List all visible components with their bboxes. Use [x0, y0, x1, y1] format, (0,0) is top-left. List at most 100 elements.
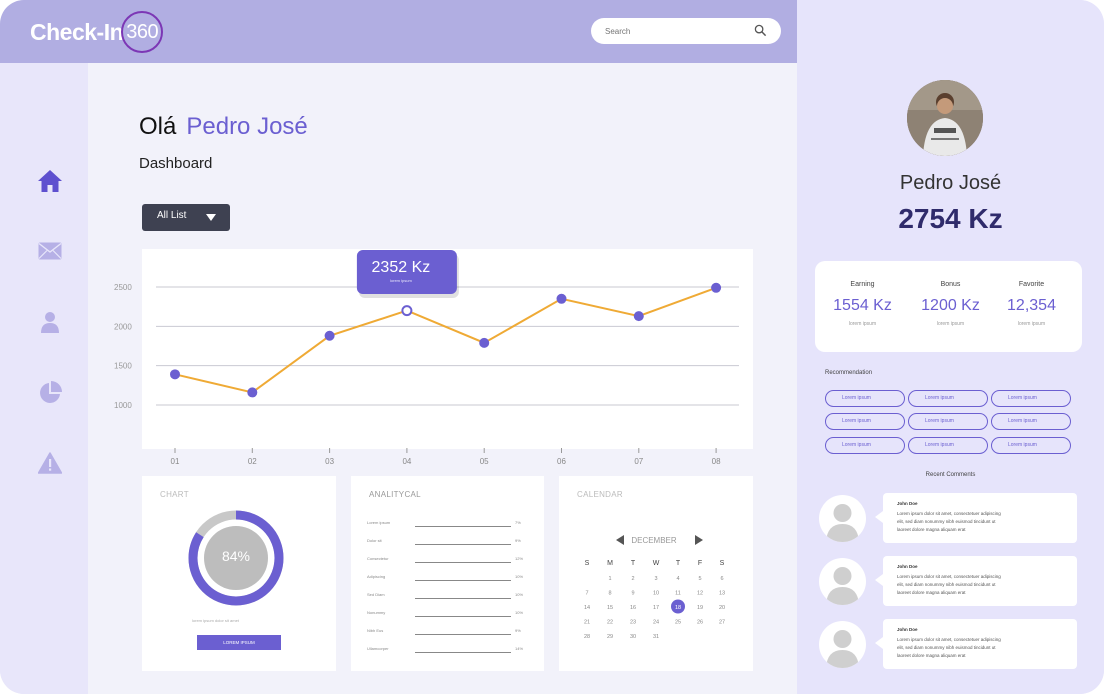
stats-card: Earning 1554 Kz lorem ipsum Bonus 1200 K… [815, 261, 1082, 352]
calendar-day[interactable]: 31 [653, 634, 659, 640]
recommendation-pill[interactable]: Lorem ipsum [825, 437, 905, 454]
chart-card: CHART 84% lorem ipsum dolor sit amet LOR… [142, 476, 336, 671]
chart-card-button[interactable]: LOREM IPSUM [197, 635, 281, 650]
prev-month-icon[interactable] [616, 535, 624, 545]
recommendation-pill[interactable]: Lorem ipsum [908, 390, 988, 407]
calendar-day[interactable]: 18 [675, 605, 681, 611]
search-icon[interactable] [754, 24, 767, 37]
calendar-day[interactable]: 2 [631, 576, 634, 582]
tooltip-sub: lorem ipsum [390, 278, 412, 283]
calendar-day[interactable]: 11 [675, 591, 681, 597]
calendar-day[interactable]: 5 [698, 576, 701, 582]
analytical-row-percent: 9% [515, 628, 521, 633]
recommendation-pill[interactable]: Lorem ipsum [908, 413, 988, 430]
nav-stats[interactable] [36, 379, 64, 407]
calendar-day[interactable]: 7 [585, 591, 588, 597]
stat-label: Bonus [940, 281, 961, 288]
calendar-day[interactable]: 24 [653, 620, 659, 626]
calendar-day[interactable]: 4 [676, 576, 679, 582]
line-chart: 1000 1500 2000 2500 01 02 03 04 05 06 07 08 2352 Kz l… [114, 250, 739, 466]
data-point[interactable] [711, 282, 722, 293]
analytical-row: Nibh Eus 9% [367, 628, 537, 636]
analytical-row-line [415, 544, 511, 545]
chart-card-title: CHART [160, 490, 189, 499]
data-point[interactable] [401, 305, 413, 317]
calendar-day[interactable]: 28 [584, 634, 590, 640]
calendar-day[interactable]: 19 [697, 605, 703, 611]
stat-sub: lorem ipsum [848, 321, 877, 327]
data-point[interactable] [479, 337, 490, 348]
recommendation-pill[interactable]: Lorem ipsum [991, 390, 1071, 407]
calendar-day[interactable]: 14 [584, 605, 590, 611]
calendar-day[interactable]: 9 [631, 591, 634, 597]
recommendation-pill[interactable]: Lorem ipsum [991, 437, 1071, 454]
nav-home[interactable] [36, 167, 64, 195]
data-point[interactable] [556, 293, 567, 304]
comment-item[interactable]: John Doe Lorem ipsum dolor sit amet, cons… [819, 493, 1077, 543]
calendar-day[interactable]: 13 [719, 591, 725, 597]
calendar-day[interactable]: 10 [653, 591, 659, 597]
comment-bubble: John Doe Lorem ipsum dolor sit amet, cons… [875, 493, 1077, 543]
calendar-day[interactable]: 27 [719, 620, 725, 626]
recommendation-pill[interactable]: Lorem ipsum [825, 390, 905, 407]
left-nav [0, 63, 88, 694]
comment-avatar [819, 558, 866, 605]
data-point[interactable] [247, 387, 258, 398]
dropdown-label: All List [157, 210, 187, 221]
calendar-day[interactable]: 17 [653, 605, 659, 611]
data-point[interactable] [633, 311, 644, 322]
comment-text: Lorem ipsum dolor sit amet, consectetuer… [897, 574, 1001, 595]
analytical-row-label: Nibh Eus [367, 628, 384, 633]
calendar-day[interactable]: 20 [719, 605, 725, 611]
calendar-day[interactable]: 8 [608, 591, 611, 597]
calendar-day[interactable]: 29 [607, 634, 613, 640]
x-tick-label: 06 [557, 457, 566, 466]
home-icon [38, 170, 62, 192]
calendar-weekday: W [653, 560, 660, 567]
calendar-day[interactable]: 22 [607, 620, 613, 626]
data-point[interactable] [170, 369, 180, 380]
calendar-day[interactable]: 12 [697, 591, 703, 597]
warning-icon [38, 452, 62, 474]
analytical-row-percent: 7% [515, 520, 521, 525]
next-month-icon[interactable] [695, 535, 703, 545]
analytical-row: Ullamcorper 14% [367, 646, 537, 654]
recommendation-pill[interactable]: Lorem ipsum [908, 437, 988, 454]
greeting: Olá Pedro José [139, 113, 308, 141]
nav-mail[interactable] [36, 237, 64, 265]
chevron-down-icon [206, 214, 216, 221]
recommendation-pill[interactable]: Lorem ipsum [991, 413, 1071, 430]
calendar-day[interactable]: 26 [697, 620, 703, 626]
comment-item[interactable]: John Doe Lorem ipsum dolor sit amet, cons… [819, 556, 1077, 606]
tooltip-value: 2352 Kz [372, 259, 431, 276]
analytical-row-percent: 10% [515, 592, 524, 597]
analytical-row: Lorem ipsum 7% [367, 520, 537, 528]
calendar-day[interactable]: 3 [654, 576, 657, 582]
calendar-day[interactable]: 25 [675, 620, 681, 626]
x-tick-label: 08 [712, 457, 721, 466]
calendar-day[interactable]: 30 [630, 634, 636, 640]
analytical-row-label: Consectetur [367, 556, 389, 561]
list-filter-dropdown[interactable]: All List [142, 204, 230, 231]
data-point[interactable] [324, 330, 335, 341]
calendar-day[interactable]: 23 [630, 620, 636, 626]
calendar-day[interactable]: 15 [607, 605, 613, 611]
stat-sub: lorem ipsum [1017, 321, 1046, 327]
calendar-day[interactable]: 16 [630, 605, 636, 611]
calendar-month: DECEMBER [631, 536, 677, 545]
nav-alerts[interactable] [36, 449, 64, 477]
pie-chart-icon [40, 381, 62, 403]
calendar-day[interactable]: 6 [720, 576, 723, 582]
top-bar: Check-In 360 [0, 0, 797, 63]
chart-tooltip: 2352 Kz lorem ipsum [356, 250, 459, 298]
comment-item[interactable]: John Doe Lorem ipsum dolor sit amet, cons… [819, 619, 1077, 669]
nav-user[interactable] [36, 308, 64, 336]
logo[interactable]: Check-In 360 [30, 10, 164, 54]
search-box[interactable] [591, 18, 781, 44]
search-input[interactable] [605, 23, 745, 39]
calendar-day[interactable]: 1 [608, 576, 611, 582]
recommendation-pill[interactable]: Lorem ipsum [825, 413, 905, 430]
avatar[interactable] [907, 80, 983, 156]
greeting-name: Pedro José [186, 113, 308, 140]
calendar-day[interactable]: 21 [584, 620, 590, 626]
